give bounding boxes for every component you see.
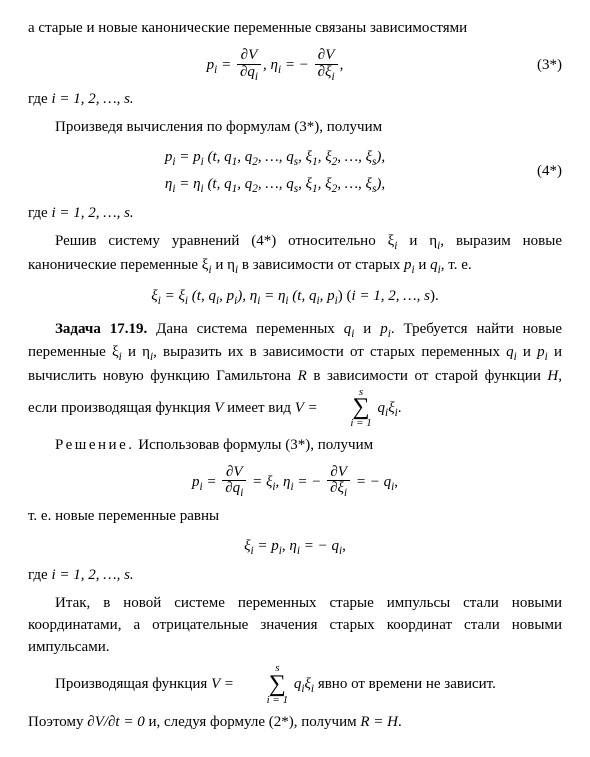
equation-xi-eta: ξi = ξi (t, qi, pi), ηi = ηi (t, qi, pi)… — [28, 286, 562, 309]
equation-pV: pi = ∂V∂qi = ξi, ηi = − ∂V∂ξi = − qi, — [28, 465, 562, 501]
para-compute: Произведя вычисления по формулам (3*), п… — [28, 117, 562, 139]
para-where-2: где i = 1, 2, …, s. — [28, 203, 562, 225]
equation-4star: pi = pi (t, q1, q2, …, qs, ξ1, ξ2, …, ξs… — [28, 147, 562, 198]
para-where-1: где i = 1, 2, …, s. — [28, 89, 562, 111]
para-summary: Итак, в новой системе переменных старые … — [28, 593, 562, 658]
eq-label-3star: (3*) — [522, 55, 562, 77]
para-solve-system: Решив систему уравнений (4*) относительн… — [28, 231, 562, 278]
equation-3star: pi = ∂V∂qi, ηi = − ∂V∂ξi, (3*) — [28, 48, 562, 84]
sum-icon-2: s∑i = 1 — [240, 664, 288, 705]
solution-label: Решение. — [55, 437, 134, 453]
para-gen-fn: Производящая функция V = s∑i = 1 qiξi яв… — [28, 664, 562, 705]
equation-xi-p: ξi = pi, ηi = − qi, — [28, 536, 562, 559]
para-new-vars: т. е. новые переменные равны — [28, 506, 562, 528]
task-label: Задача 17.19. — [55, 321, 147, 337]
solution-para: Решение. Использовав формулы (3*), получ… — [28, 435, 562, 457]
para-intro: а старые и новые канонические переменные… — [28, 18, 562, 40]
eq-label-4star: (4*) — [522, 161, 562, 183]
para-therefore: Поэтому ∂V/∂t = 0 и, следуя формуле (2*)… — [28, 712, 562, 734]
para-where-3: где i = 1, 2, …, s. — [28, 565, 562, 587]
sum-icon: s∑i = 1 — [323, 388, 371, 429]
task-para: Задача 17.19. Дана система переменных qi… — [28, 319, 562, 429]
